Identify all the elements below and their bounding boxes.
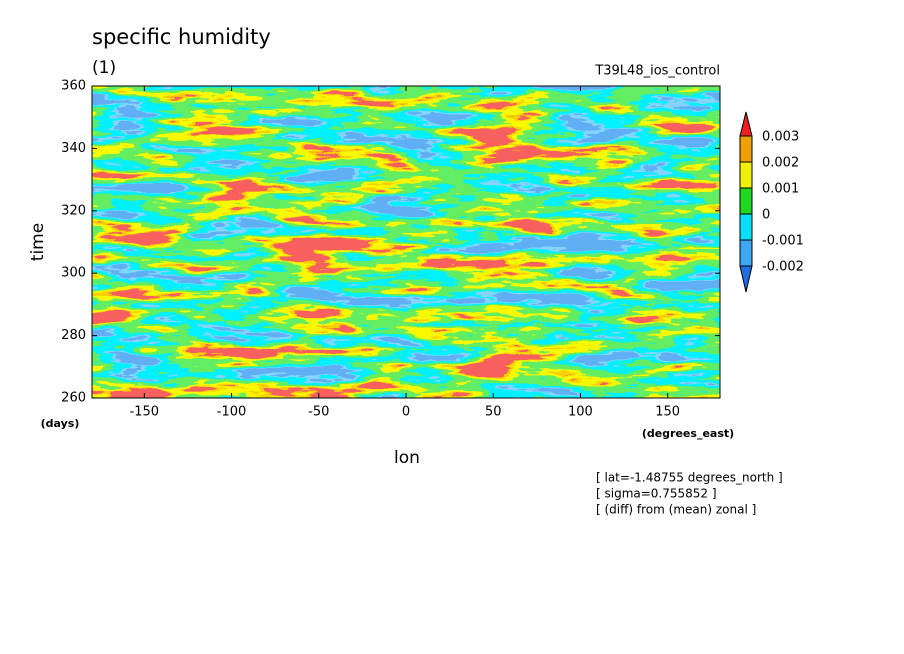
colorbar-box <box>739 135 753 163</box>
x-unit: (degrees_east) <box>642 427 734 440</box>
colorbar-high <box>739 111 753 137</box>
colorbar-label: 0.002 <box>762 156 799 171</box>
x-tick-label: -50 <box>308 405 329 420</box>
y-axis-label: time <box>28 223 48 261</box>
x-tick-label: 100 <box>568 405 593 420</box>
run-label: T39L48_ios_control <box>594 64 720 79</box>
annotation: [ (diff) from (mean) zonal ] <box>596 503 756 517</box>
colorbar-box <box>739 213 753 241</box>
colorbar-label: 0.003 <box>762 130 799 145</box>
annotation: [ lat=-1.48755 degrees_north ] <box>596 471 783 485</box>
colorbar-low <box>739 265 753 293</box>
y-tick-label: 260 <box>61 391 86 406</box>
colorbar-label: 0.001 <box>762 182 799 197</box>
y-tick-label: 300 <box>61 266 86 281</box>
contour-field <box>92 86 720 398</box>
colorbar-box <box>739 161 753 189</box>
annotation: [ sigma=0.755852 ] <box>596 487 717 501</box>
x-axis-label: lon <box>394 448 420 468</box>
x-tick-label: 50 <box>485 405 502 420</box>
subtitle: (1) <box>92 58 116 78</box>
y-tick-label: 340 <box>61 141 86 156</box>
x-tick-label: -100 <box>217 405 247 420</box>
y-tick-label: 280 <box>61 328 86 343</box>
colorbar-box <box>739 239 753 267</box>
colorbar-label: -0.002 <box>762 260 804 275</box>
colorbar-label: 0 <box>762 208 770 223</box>
colorbar-box <box>739 187 753 215</box>
x-tick-label: 0 <box>402 405 410 420</box>
y-unit: (days) <box>41 417 80 430</box>
colorbar-label: -0.001 <box>762 234 804 249</box>
x-tick-label: -150 <box>130 405 160 420</box>
y-tick-label: 360 <box>61 79 86 94</box>
x-tick-label: 150 <box>655 405 680 420</box>
y-tick-label: 320 <box>61 203 86 218</box>
chart-title: specific humidity <box>92 25 271 49</box>
